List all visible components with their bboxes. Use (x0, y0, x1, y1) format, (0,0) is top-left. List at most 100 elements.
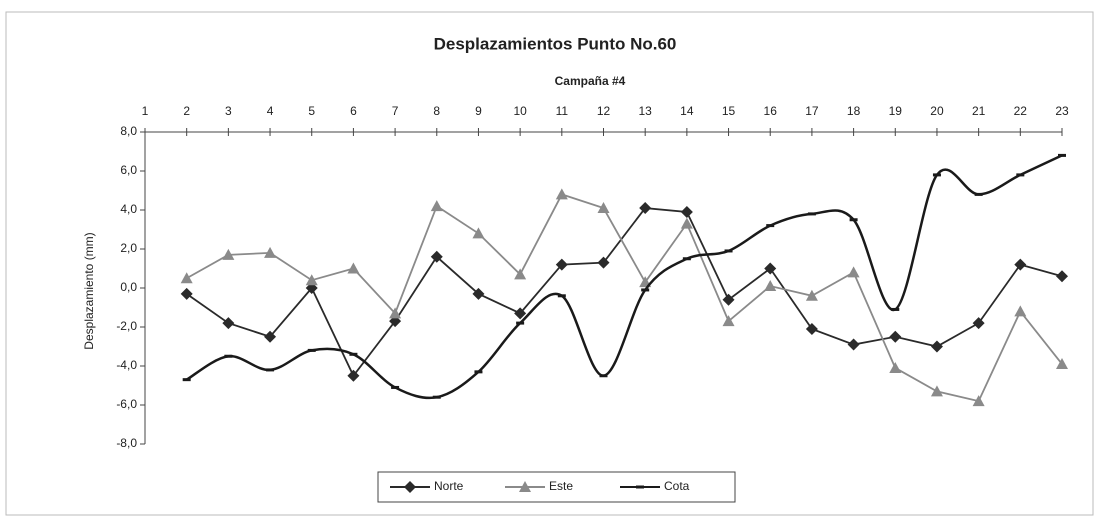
y-tick-label: -8,0 (116, 436, 137, 450)
marker-triangle (305, 274, 318, 286)
x-tick-label: 16 (764, 104, 778, 118)
marker-dash (349, 352, 358, 356)
marker-diamond (264, 330, 277, 343)
marker-diamond (722, 293, 735, 306)
marker-triangle (472, 227, 485, 239)
marker-dash (1016, 173, 1025, 177)
x-tick-label: 14 (680, 104, 694, 118)
x-tick-label: 13 (639, 104, 653, 118)
marker-dash (391, 385, 400, 389)
marker-diamond (597, 256, 610, 269)
marker-dash (224, 354, 233, 358)
legend-label: Norte (434, 479, 464, 493)
marker-diamond (1014, 258, 1027, 271)
marker-triangle (680, 217, 693, 229)
y-axis-label: Desplazamiento (mm) (82, 232, 96, 349)
marker-dash (432, 395, 441, 399)
x-tick-label: 2 (183, 104, 190, 118)
marker-triangle (347, 262, 360, 274)
y-tick-label: 6,0 (120, 163, 137, 177)
marker-triangle (597, 202, 610, 214)
marker-triangle (180, 272, 193, 284)
marker-diamond (847, 338, 860, 351)
marker-diamond (430, 250, 443, 263)
marker-dash (1058, 153, 1066, 157)
marker-triangle (1056, 358, 1068, 370)
legend-label: Cota (664, 479, 690, 493)
x-tick-label: 19 (889, 104, 903, 118)
y-tick-label: -2,0 (116, 319, 137, 333)
marker-diamond (180, 287, 193, 300)
marker-dash (307, 348, 316, 352)
x-tick-label: 22 (1014, 104, 1028, 118)
marker-dash (516, 321, 525, 325)
x-tick-label: 18 (847, 104, 861, 118)
marker-dash (182, 378, 191, 382)
x-tick-label: 3 (225, 104, 232, 118)
marker-dash (891, 307, 900, 311)
marker-triangle (972, 395, 985, 407)
marker-dash (724, 249, 733, 253)
x-tick-label: 5 (308, 104, 315, 118)
marker-diamond (764, 262, 777, 275)
x-tick-label: 4 (267, 104, 274, 118)
marker-diamond (347, 369, 360, 382)
chart-title: Desplazamientos Punto No.60 (434, 34, 677, 53)
marker-triangle (1014, 305, 1027, 317)
x-tick-label: 8 (433, 104, 440, 118)
x-axis-label: Campaña #4 (555, 74, 626, 88)
y-tick-label: 0,0 (120, 280, 137, 294)
x-tick-label: 21 (972, 104, 986, 118)
marker-dash (266, 368, 275, 372)
x-tick-label: 9 (475, 104, 482, 118)
marker-dash (682, 257, 691, 261)
marker-triangle (222, 248, 235, 260)
marker-triangle (264, 246, 277, 258)
y-tick-label: -4,0 (116, 358, 137, 372)
series-line (186, 154, 1063, 400)
x-tick-label: 11 (556, 104, 569, 118)
marker-triangle (847, 266, 860, 278)
marker-diamond (1056, 270, 1068, 283)
y-tick-label: 4,0 (120, 202, 137, 216)
marker-diamond (639, 202, 652, 215)
legend-label: Este (549, 479, 573, 493)
marker-triangle (889, 361, 902, 373)
marker-diamond (972, 317, 985, 330)
marker-diamond (514, 307, 527, 320)
y-tick-label: 8,0 (120, 124, 137, 138)
series-line (186, 207, 1063, 378)
marker-diamond (680, 205, 693, 218)
marker-triangle (722, 315, 735, 327)
marker-diamond (472, 287, 485, 300)
marker-dash (766, 224, 775, 228)
x-tick-label: 15 (722, 104, 736, 118)
marker-triangle (430, 200, 443, 212)
marker-diamond (930, 340, 943, 353)
marker-dash (474, 370, 483, 374)
marker-triangle (930, 385, 943, 397)
x-tick-label: 20 (930, 104, 944, 118)
legend-marker (404, 481, 416, 493)
marker-dash (641, 288, 650, 292)
legend-marker (519, 481, 531, 492)
x-tick-label: 6 (350, 104, 357, 118)
legend-box (377, 471, 736, 503)
x-tick-label: 17 (805, 104, 819, 118)
x-tick-label: 12 (597, 104, 611, 118)
x-tick-label: 23 (1055, 104, 1069, 118)
marker-triangle (514, 268, 527, 280)
marker-dash (557, 294, 566, 298)
legend-marker (636, 485, 644, 489)
marker-dash (849, 218, 858, 222)
x-tick-label: 10 (513, 104, 527, 118)
x-tick-label: 7 (392, 104, 399, 118)
marker-diamond (555, 258, 568, 271)
marker-triangle (555, 188, 568, 200)
marker-triangle (389, 307, 402, 319)
y-tick-label: 2,0 (120, 241, 137, 255)
marker-diamond (805, 322, 818, 335)
marker-diamond (222, 317, 235, 330)
marker-dash (974, 192, 983, 196)
marker-diamond (889, 330, 902, 343)
